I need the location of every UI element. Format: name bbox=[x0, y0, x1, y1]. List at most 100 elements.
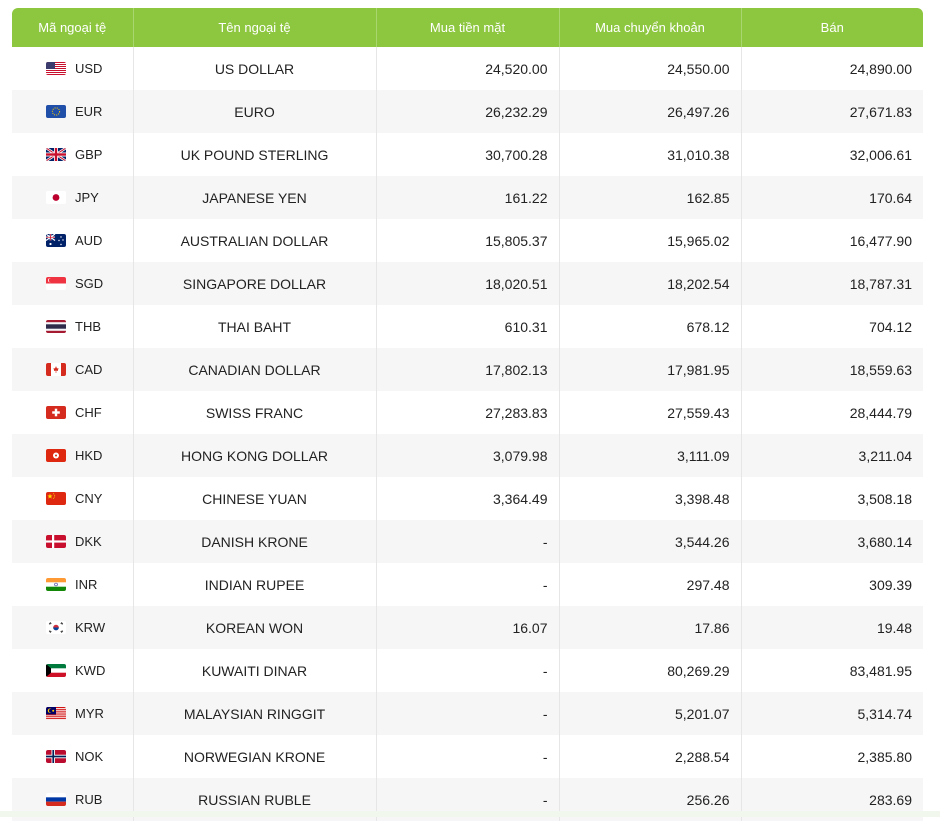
table-row: DKK DANISH KRONE -3,544.26 3,680.14 bbox=[12, 520, 923, 563]
code-wrap: SGD bbox=[46, 276, 133, 291]
table-row: KRW KOREAN WON 16.07 17.86 19.48 bbox=[12, 606, 923, 649]
cell-currency-name: KOREAN WON bbox=[133, 606, 377, 649]
cell-transfer-buy: 80,269.29 bbox=[559, 649, 742, 692]
cell-currency-code: CAD bbox=[12, 348, 134, 391]
currency-code: JPY bbox=[75, 190, 99, 205]
cell-transfer-buy: 297.48 bbox=[559, 563, 742, 606]
cell-transfer-buy: 162.85 bbox=[559, 176, 742, 219]
exchange-rate-table-container: Mã ngoại tệ Tên ngoại tệ Mua tiền mặt Mu… bbox=[12, 8, 923, 821]
cell-currency-code: KWD bbox=[12, 649, 134, 692]
cell-transfer-buy: 3,111.09 bbox=[559, 434, 742, 477]
currency-code: RUB bbox=[75, 792, 103, 807]
table-row: KWD KUWAITI DINAR -80,269.29 83,481.95 bbox=[12, 649, 923, 692]
header-currency-code: Mã ngoại tệ bbox=[12, 8, 134, 47]
header-currency-name: Tên ngoại tệ bbox=[133, 8, 377, 47]
cell-cash-buy: - bbox=[376, 692, 560, 735]
cell-transfer-buy: 31,010.38 bbox=[559, 133, 742, 176]
currency-code: GBP bbox=[75, 147, 103, 162]
currency-code: HKD bbox=[75, 448, 103, 463]
cell-currency-name: KUWAITI DINAR bbox=[133, 649, 377, 692]
cn-flag-icon bbox=[46, 492, 66, 505]
cell-transfer-buy: 2,288.54 bbox=[559, 735, 742, 778]
currency-code: CAD bbox=[75, 362, 103, 377]
table-row: SGD SINGAPORE DOLLAR 18,020.51 18,202.54 18,… bbox=[12, 262, 923, 305]
cell-currency-name: AUSTRALIAN DOLLAR bbox=[133, 219, 377, 262]
cell-currency-code: THB bbox=[12, 305, 134, 348]
hk-flag-icon bbox=[46, 449, 66, 462]
header-transfer-buy: Mua chuyển khoản bbox=[559, 8, 742, 47]
code-wrap: USD bbox=[46, 61, 133, 76]
cell-transfer-buy: 3,544.26 bbox=[559, 520, 742, 563]
cell-cash-buy: - bbox=[376, 649, 560, 692]
cell-sell: 19.48 bbox=[741, 606, 923, 649]
my-flag-icon bbox=[46, 707, 66, 720]
currency-code: DKK bbox=[75, 534, 102, 549]
cell-cash-buy: 26,232.29 bbox=[376, 90, 560, 133]
cell-currency-code: HKD bbox=[12, 434, 134, 477]
table-header: Mã ngoại tệ Tên ngoại tệ Mua tiền mặt Mu… bbox=[12, 8, 923, 47]
cell-currency-code: DKK bbox=[12, 520, 134, 563]
code-wrap: CNY bbox=[46, 491, 133, 506]
cell-currency-name: JAPANESE YEN bbox=[133, 176, 377, 219]
cell-currency-code: AUD bbox=[12, 219, 134, 262]
code-wrap: KWD bbox=[46, 663, 133, 678]
cell-sell: 309.39 bbox=[741, 563, 923, 606]
cell-sell: 28,444.79 bbox=[741, 391, 923, 434]
cell-transfer-buy: 17,981.95 bbox=[559, 348, 742, 391]
cell-transfer-buy: 17.86 bbox=[559, 606, 742, 649]
cell-currency-code: INR bbox=[12, 563, 134, 606]
currency-code: KRW bbox=[75, 620, 106, 635]
cell-currency-code: NOK bbox=[12, 735, 134, 778]
table-row: INR INDIAN RUPEE -297.48 309.39 bbox=[12, 563, 923, 606]
cell-transfer-buy: 18,202.54 bbox=[559, 262, 742, 305]
header-cash-buy: Mua tiền mặt bbox=[376, 8, 560, 47]
code-wrap: KRW bbox=[46, 620, 133, 635]
eu-flag-icon bbox=[46, 105, 66, 118]
cell-currency-name: CANADIAN DOLLAR bbox=[133, 348, 377, 391]
cell-cash-buy: 17,802.13 bbox=[376, 348, 560, 391]
cell-transfer-buy: 27,559.43 bbox=[559, 391, 742, 434]
currency-code: EUR bbox=[75, 104, 103, 119]
cell-currency-name: SWISS FRANC bbox=[133, 391, 377, 434]
table-row: USD US DOLLAR 24,520.00 24,550.00 24,890.00 bbox=[12, 47, 923, 90]
code-wrap: MYR bbox=[46, 706, 133, 721]
currency-code: USD bbox=[75, 61, 103, 76]
table-body: USD US DOLLAR 24,520.00 24,550.00 24,890.00 E… bbox=[12, 47, 923, 821]
code-wrap: DKK bbox=[46, 534, 133, 549]
ca-flag-icon bbox=[46, 363, 66, 376]
cell-currency-name: NORWEGIAN KRONE bbox=[133, 735, 377, 778]
table-row: CNY CHINESE YUAN 3,364.49 3,398.48 3,508.18 bbox=[12, 477, 923, 520]
table-row: CHF SWISS FRANC 27,283.83 27,559.43 28,444.7… bbox=[12, 391, 923, 434]
code-wrap: GBP bbox=[46, 147, 133, 162]
cell-currency-code: GBP bbox=[12, 133, 134, 176]
code-wrap: RUB bbox=[46, 792, 133, 807]
cell-sell: 3,508.18 bbox=[741, 477, 923, 520]
cell-currency-code: MYR bbox=[12, 692, 134, 735]
cell-currency-name: THAI BAHT bbox=[133, 305, 377, 348]
currency-code: THB bbox=[75, 319, 101, 334]
cell-sell: 27,671.83 bbox=[741, 90, 923, 133]
kr-flag-icon bbox=[46, 621, 66, 634]
in-flag-icon bbox=[46, 578, 66, 591]
cell-cash-buy: - bbox=[376, 735, 560, 778]
sg-flag-icon bbox=[46, 277, 66, 290]
table-row: EUR EURO 26,232.29 26,497.26 27,671.83 bbox=[12, 90, 923, 133]
header-row: Mã ngoại tệ Tên ngoại tệ Mua tiền mặt Mu… bbox=[12, 8, 923, 47]
kw-flag-icon bbox=[46, 664, 66, 677]
ch-flag-icon bbox=[46, 406, 66, 419]
cell-cash-buy: - bbox=[376, 563, 560, 606]
currency-code: MYR bbox=[75, 706, 104, 721]
th-flag-icon bbox=[46, 320, 66, 333]
page-bottom-band bbox=[0, 811, 940, 817]
cell-transfer-buy: 15,965.02 bbox=[559, 219, 742, 262]
cell-transfer-buy: 26,497.26 bbox=[559, 90, 742, 133]
cell-currency-code: JPY bbox=[12, 176, 134, 219]
cell-currency-name: SINGAPORE DOLLAR bbox=[133, 262, 377, 305]
currency-code: SGD bbox=[75, 276, 104, 291]
code-wrap: JPY bbox=[46, 190, 133, 205]
cell-currency-name: CHINESE YUAN bbox=[133, 477, 377, 520]
currency-code: NOK bbox=[75, 749, 104, 764]
exchange-rate-table: Mã ngoại tệ Tên ngoại tệ Mua tiền mặt Mu… bbox=[12, 8, 923, 821]
cell-cash-buy: 610.31 bbox=[376, 305, 560, 348]
cell-cash-buy: 16.07 bbox=[376, 606, 560, 649]
